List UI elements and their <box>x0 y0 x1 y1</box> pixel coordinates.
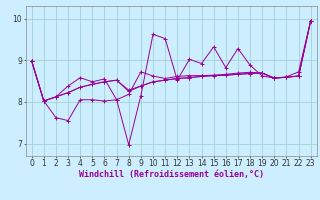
X-axis label: Windchill (Refroidissement éolien,°C): Windchill (Refroidissement éolien,°C) <box>79 170 264 179</box>
